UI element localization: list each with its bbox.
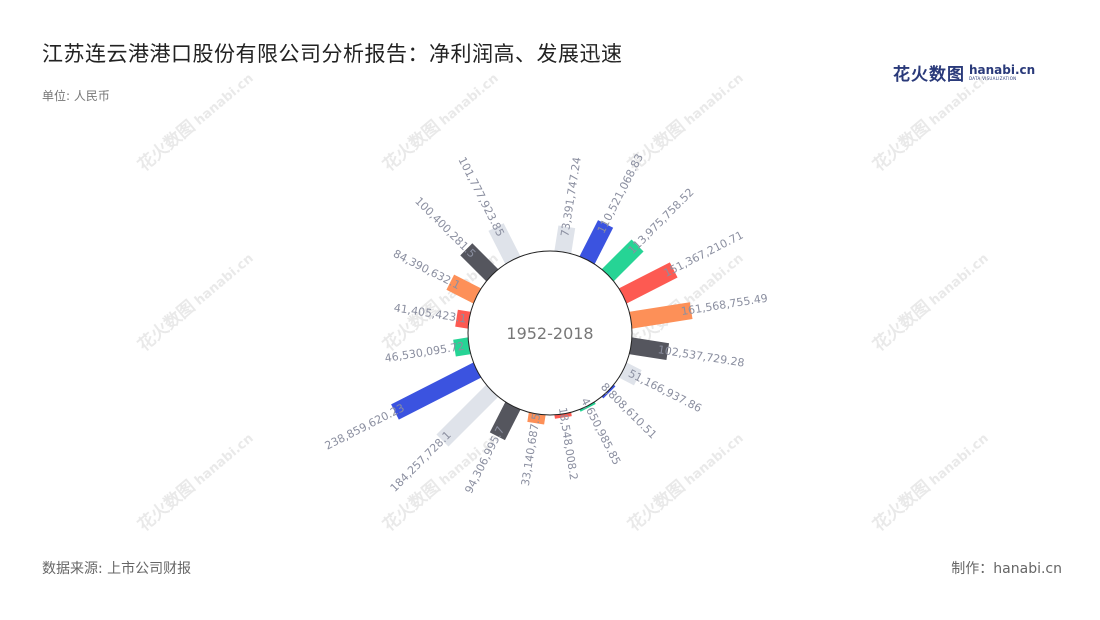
center-circle [467, 250, 633, 416]
bar-value-label: 73,391,747.24 [558, 156, 583, 238]
polar-bar [621, 336, 670, 361]
polar-bar [436, 379, 504, 447]
polar-bar [576, 220, 614, 271]
logo-sub-text: DATA VISUALIZATION [969, 76, 1017, 81]
watermark-text: 花火数图 [379, 116, 445, 176]
watermark-text: 花火数图 [869, 296, 935, 356]
watermark-text: 花火数图 [134, 476, 200, 536]
watermark-text: 花火数图 [869, 476, 935, 536]
polar-bar [612, 262, 678, 307]
brand-logo: 花火数图 hanabi.cn DATA VISUALIZATION [893, 60, 1035, 85]
watermark-en-text: hanabi.cn [682, 431, 747, 489]
bar-value-label: 113,975,758.52 [626, 186, 697, 257]
watermark-en-text: hanabi.cn [437, 71, 502, 129]
logo-en-text: hanabi.cn [969, 63, 1036, 77]
bar-value-label: 238,859,620.23 [323, 401, 407, 452]
watermark-en-text: hanabi.cn [192, 251, 257, 309]
watermark-text: 花火数图 [134, 296, 200, 356]
bar-value-label: 18,548,008.2 [556, 406, 580, 481]
watermark-text: 花火数图 [624, 476, 690, 536]
watermark-en-text: hanabi.cn [192, 71, 257, 129]
bar-value-label: 101,777,923.85 [455, 155, 506, 239]
watermark-en-text: hanabi.cn [192, 431, 257, 489]
bar-value-label: 51,166,937.86 [626, 367, 704, 415]
logo-text: 花火数图 [893, 65, 965, 85]
watermark-en-text: hanabi.cn [927, 71, 992, 129]
polar-bar [621, 302, 693, 330]
watermark-en-text: hanabi.cn [927, 251, 992, 309]
bar-value-label: 100,400,281.5 [412, 195, 478, 261]
bar-value-label: 33,140,687.5 [519, 412, 543, 487]
watermark-en-text: hanabi.cn [682, 71, 747, 129]
polar-bar [391, 359, 488, 420]
bar-value-label: 84,390,632.1 [391, 247, 462, 292]
watermark-en-text: hanabi.cn [927, 431, 992, 489]
data-source: 数据来源: 上市公司财报 [42, 561, 192, 577]
bar-value-label: 110,521,068.83 [595, 152, 646, 236]
unit-label: 单位: 人民币 [42, 89, 110, 103]
logo-en-block: hanabi.cn DATA VISUALIZATION [969, 64, 1035, 81]
maker-credit: 制作：hanabi.cn [951, 561, 1062, 577]
bar-value-label: 102,537,729.28 [657, 343, 745, 370]
chart-title: 江苏连云港港口股份有限公司分析报告：净利润高、发展迅速 [42, 42, 623, 66]
watermark-text: 花火数图 [869, 116, 935, 176]
watermark-text: 花火数图 [134, 116, 200, 176]
center-label: 1952-2018 [506, 324, 593, 343]
